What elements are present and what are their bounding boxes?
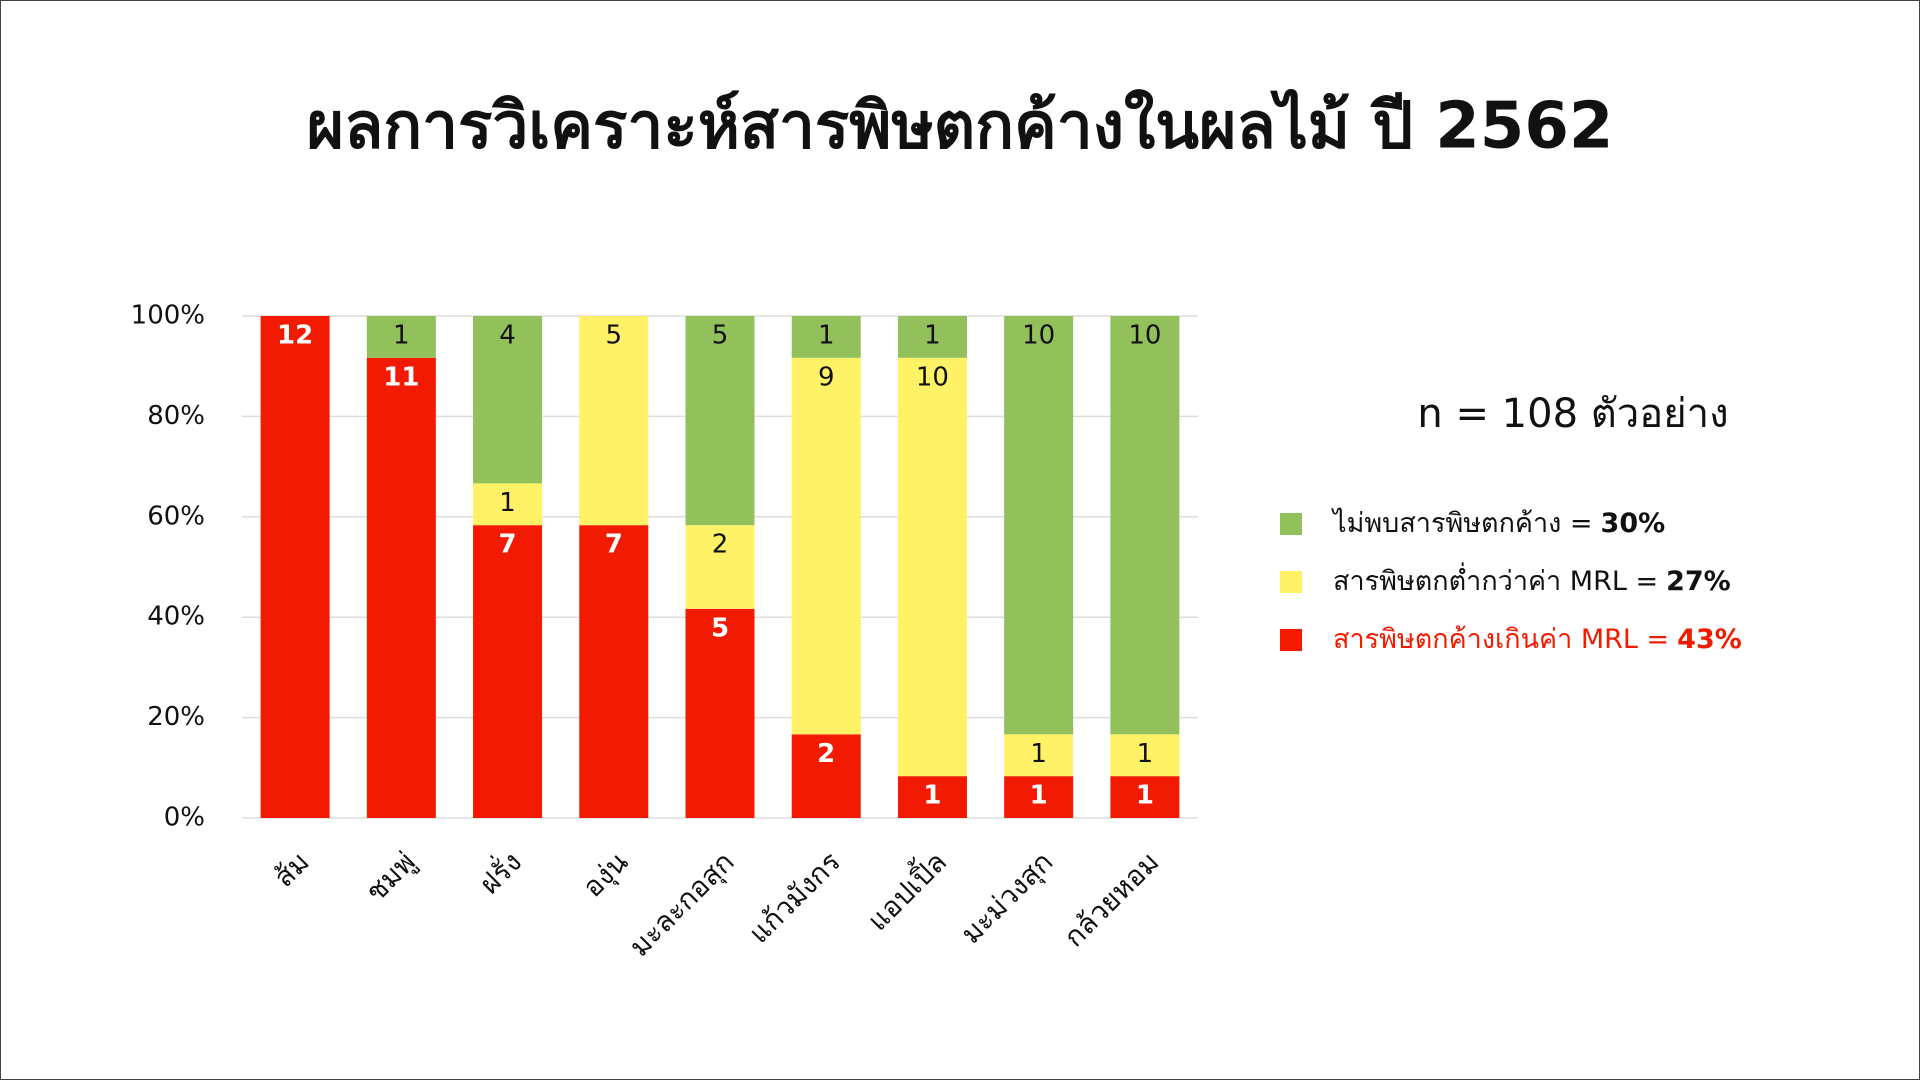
data-label: 2 <box>712 530 729 560</box>
bar-segment <box>473 483 543 526</box>
bar-segment <box>366 316 436 358</box>
sample-count: n = 108 ตัวอย่าง <box>1417 391 1728 437</box>
data-label: 11 <box>383 362 419 392</box>
bar-segment <box>897 316 967 358</box>
data-label: 5 <box>712 321 729 351</box>
y-tick-label: 0% <box>164 803 205 833</box>
legend-swatch <box>1280 629 1302 651</box>
bar-segment <box>897 357 967 777</box>
data-label: 12 <box>277 321 313 351</box>
data-label: 7 <box>605 530 623 560</box>
legend-label: สารพิษตกต่ำกว่าค่า MRL = <box>1333 562 1658 597</box>
bar-segment <box>1110 734 1180 777</box>
bar-segment <box>1110 316 1180 735</box>
bar-segment <box>579 316 649 526</box>
chart-title: ผลการวิเคราะห์สารพิษตกค้างในผลไม้ ปี 256… <box>307 89 1614 164</box>
legend-label: สารพิษตกค้างเกินค่า MRL = <box>1333 624 1669 655</box>
bar-segment <box>791 316 861 358</box>
data-label: 1 <box>393 321 410 351</box>
data-label: 1 <box>1030 739 1047 769</box>
data-label: 1 <box>818 321 835 351</box>
data-label: 5 <box>606 321 623 351</box>
bar-segment <box>473 525 543 818</box>
data-label: 4 <box>499 321 516 351</box>
legend-label: ไม่พบสารพิษตกค้าง = <box>1331 508 1593 539</box>
bar-segment <box>791 734 861 818</box>
y-tick-label: 60% <box>147 501 205 531</box>
bar-segment <box>897 776 967 818</box>
bar-segment <box>1004 776 1074 818</box>
bar-segment <box>685 608 755 818</box>
legend-share: 27% <box>1666 566 1731 597</box>
data-label: 1 <box>1137 739 1154 769</box>
data-label: 9 <box>818 362 835 392</box>
y-tick-label: 20% <box>147 702 205 732</box>
data-label: 7 <box>499 530 517 560</box>
bar-segment <box>1004 316 1074 735</box>
bar-segment <box>685 525 755 609</box>
legend-share: 30% <box>1601 508 1666 539</box>
data-label: 1 <box>1136 781 1154 811</box>
y-tick-label: 40% <box>147 602 205 632</box>
data-label: 5 <box>711 613 729 643</box>
y-tick-label: 80% <box>147 401 205 431</box>
legend-swatch <box>1280 513 1302 535</box>
data-label: 1 <box>924 321 941 351</box>
data-label: 2 <box>817 739 835 769</box>
bar-segment <box>579 525 649 818</box>
bar-segment <box>366 357 436 818</box>
bar-segment <box>1004 734 1074 777</box>
data-label: 1 <box>1030 781 1048 811</box>
data-label: 1 <box>499 488 516 518</box>
legend-share: 43% <box>1677 624 1742 655</box>
legend-swatch <box>1280 571 1302 593</box>
legend-entry: สารพิษตกค้างเกินค่า MRL = 43% <box>1333 624 1742 655</box>
data-label: 10 <box>1022 321 1055 351</box>
bar-segment <box>791 357 861 735</box>
bar-segment <box>473 316 543 484</box>
bar-segment <box>260 316 330 818</box>
bar-segment <box>685 316 755 526</box>
data-label: 1 <box>923 781 941 811</box>
legend-entry: ไม่พบสารพิษตกค้าง = 30% <box>1331 508 1665 539</box>
y-tick-label: 100% <box>131 301 205 331</box>
data-label: 10 <box>1128 321 1161 351</box>
data-label: 10 <box>916 362 949 392</box>
bar-segment <box>1110 776 1180 818</box>
legend-entry: สารพิษตกต่ำกว่าค่า MRL = 27% <box>1333 562 1731 597</box>
